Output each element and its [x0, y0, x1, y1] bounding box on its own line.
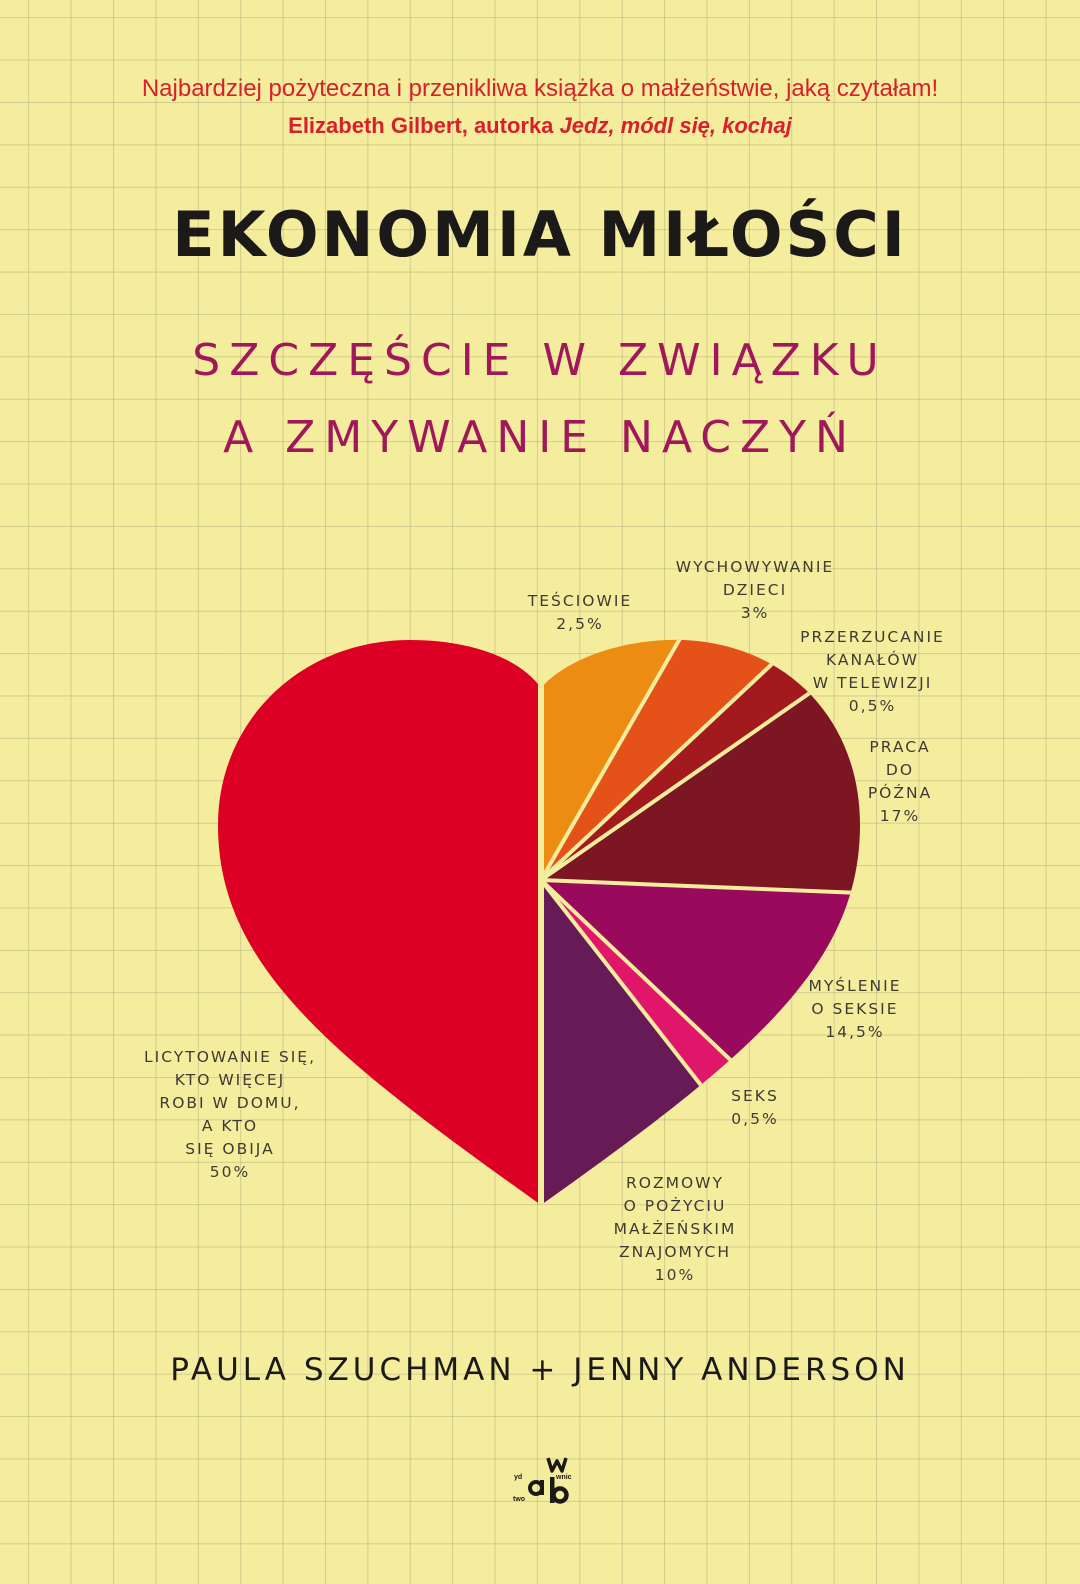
slice-wychowywanie-dzieci [541, 639, 834, 880]
slice-separator [540, 878, 860, 899]
label-praca-do-pozna: PRACA DO PÓŹNA 17% [867, 738, 933, 825]
publisher-logo: yd wnic two [513, 1457, 572, 1504]
label-wychowywanie-dzieci: WYCHOWYWANIE DZIECI 3% [675, 558, 835, 622]
slice-przerzucanie-kanalow [541, 639, 860, 880]
authors: PAULA SZUCHMAN + JENNY ANDERSON [170, 1352, 910, 1388]
svg-text:yd: yd [514, 1474, 522, 1481]
label-przerzucanie-kanalow: PRZERZUCANIE KANAŁÓW W TELEWIZJI 0,5% [800, 628, 945, 715]
slice-separator [539, 639, 743, 881]
quote-attribution: Elizabeth Gilbert, autorka Jedz, módl si… [0, 112, 1080, 140]
label-myslenie-o-seksie: MYŚLENIE O SEKSIE 14,5% [808, 977, 902, 1041]
label-seks: SEKS 0,5% [731, 1087, 779, 1128]
review-quote: Najbardziej pożyteczna i przenikliwa ksi… [141, 75, 939, 102]
subtitle-line-1: SZCZĘŚCIE W ZWIĄZKU [192, 335, 888, 386]
book-title: EKONOMIA MIŁOŚCI [172, 198, 908, 271]
label-licytowanie: LICYTOWANIE SIĘ, KTO WIĘCEJ ROBI W DOMU,… [144, 1048, 316, 1181]
subtitle-line-2: A ZMYWANIE NACZYŃ [223, 412, 857, 463]
label-rozmowy: ROZMOWY O POŻYCIU MAŁŻEŃSKIM ZNAJOMYCH 1… [613, 1174, 737, 1284]
label-tesciowie: TEŚCIOWIE 2,5% [527, 592, 633, 633]
attribution-text: Elizabeth Gilbert, autorka [288, 113, 560, 138]
svg-text:two: two [513, 1496, 525, 1503]
slice-tesciowie [541, 639, 741, 880]
svg-text:wnic: wnic [555, 1474, 572, 1481]
attribution-book-title: Jedz, módl się, kochaj [559, 113, 792, 138]
